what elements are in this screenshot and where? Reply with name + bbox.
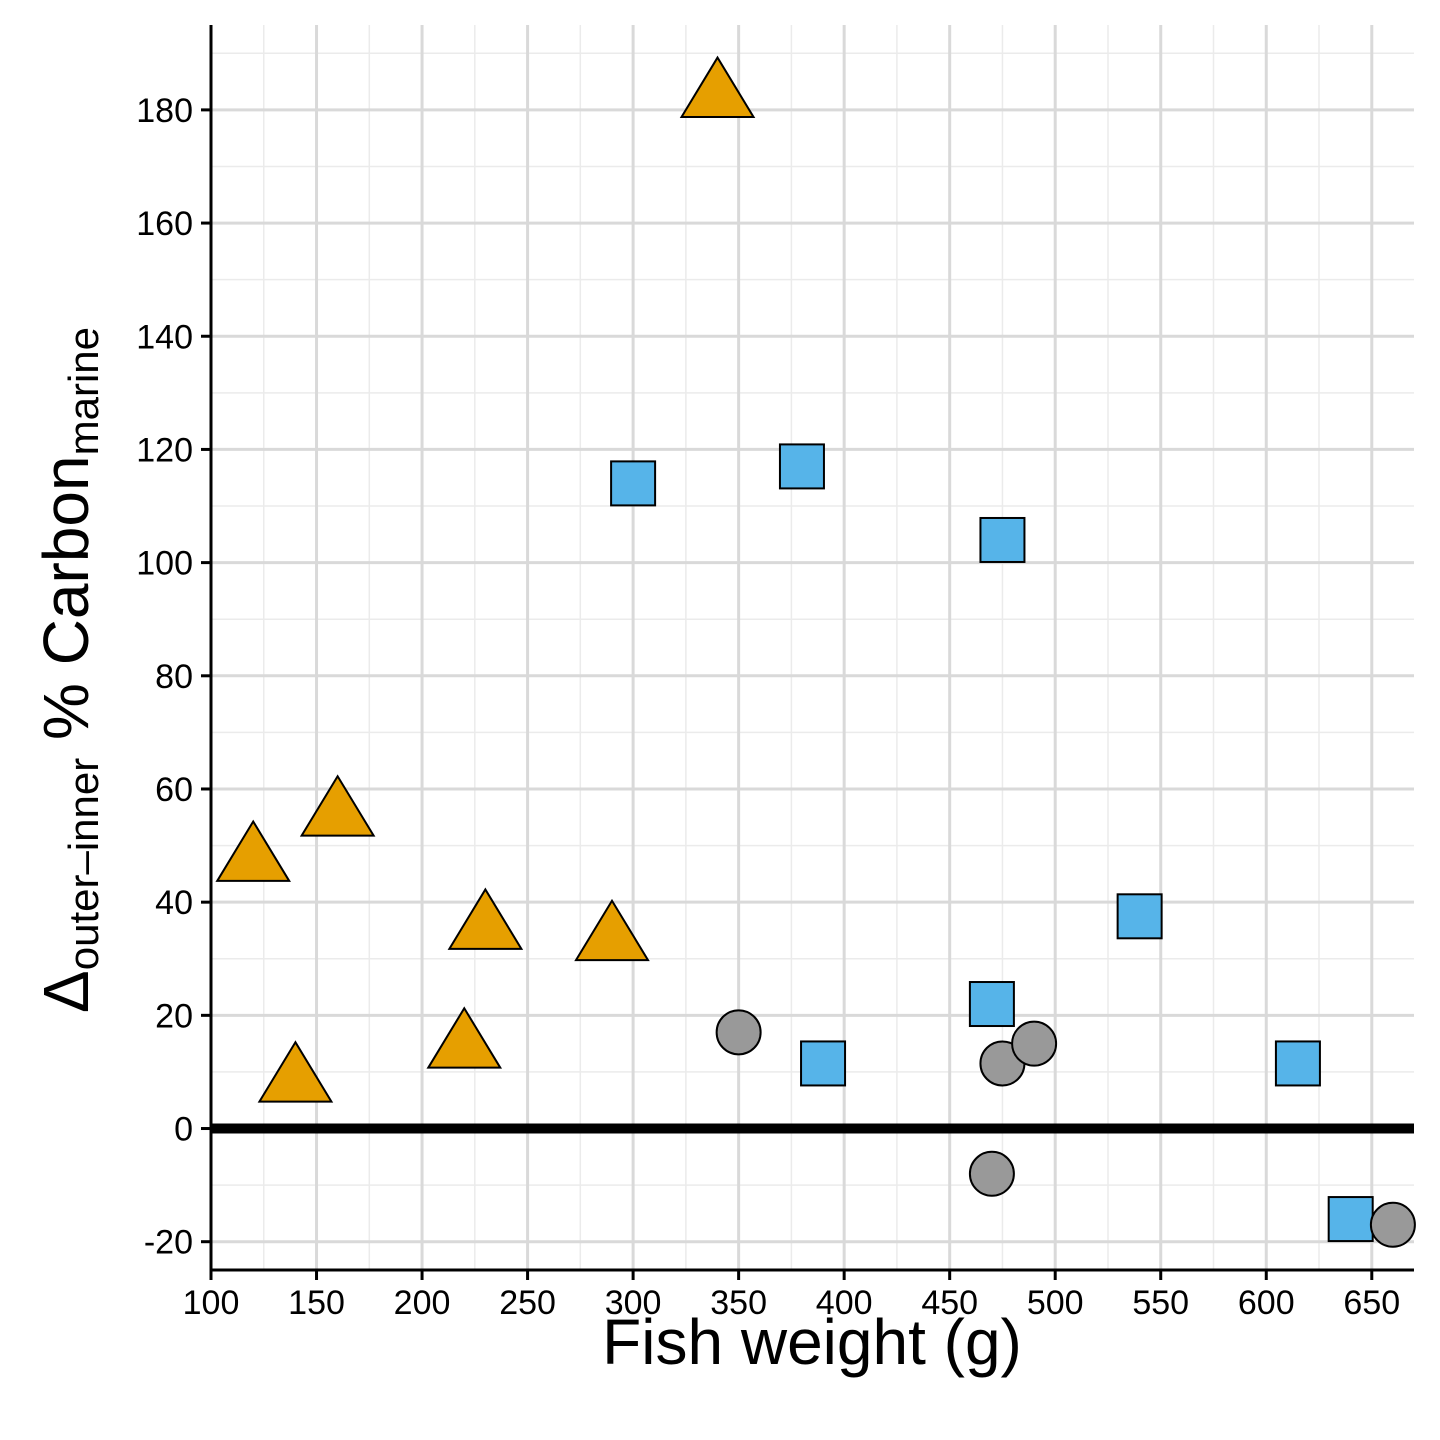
y-tick-label: 40 (155, 884, 193, 922)
triangle-point (215, 819, 291, 882)
y-axis-title-main: % Carbon (30, 455, 102, 757)
y-tick-label: 60 (155, 771, 193, 809)
circle-point (968, 1150, 1015, 1197)
square-point (1274, 1040, 1321, 1087)
triangle-point (426, 1006, 503, 1069)
data-points (215, 55, 1416, 1248)
y-tick-label: 140 (136, 318, 193, 356)
x-tick-label: 500 (1027, 1284, 1084, 1322)
x-tick-label: 650 (1343, 1284, 1400, 1322)
circle-point (1011, 1020, 1058, 1067)
y-tick-label: 0 (174, 1111, 193, 1149)
square-point (979, 516, 1026, 563)
square-point (778, 443, 825, 490)
square-point (968, 981, 1015, 1028)
x-tick-label: 350 (710, 1284, 767, 1322)
triangle-point (447, 887, 524, 950)
x-tick-label: 600 (1238, 1284, 1295, 1322)
y-axis-ticks: -20 0 20 40 60 80 100 120 140 160 180 (136, 92, 211, 1262)
y-axis-title: Δouter–inner % Carbonmarine (30, 327, 107, 1013)
y-tick-label: -20 (144, 1224, 193, 1262)
y-axis-title-delta: Δ (30, 970, 102, 1013)
circle-point (1369, 1201, 1416, 1248)
y-axis-title-sub2: marine (60, 327, 107, 455)
square-point (1116, 893, 1163, 940)
x-tick-label: 450 (921, 1284, 978, 1322)
y-axis-title-sub1: outer–inner (60, 758, 107, 970)
triangle-point (257, 1040, 334, 1103)
x-axis-title: Fish weight (g) (602, 1306, 1022, 1378)
x-tick-label: 200 (394, 1284, 451, 1322)
x-tick-label: 300 (605, 1284, 662, 1322)
y-tick-label: 100 (136, 545, 193, 583)
square-point (610, 460, 657, 507)
y-tick-label: 160 (136, 205, 193, 243)
y-tick-label: 120 (136, 431, 193, 469)
y-tick-label: 80 (155, 658, 193, 696)
x-axis-ticks: 100 150 200 250 300 350 400 450 500 550 600 650 (183, 1270, 1400, 1322)
triangle-point (299, 774, 376, 837)
x-tick-label: 100 (183, 1284, 240, 1322)
x-tick-label: 550 (1132, 1284, 1189, 1322)
x-tick-label: 400 (816, 1284, 873, 1322)
x-tick-label: 150 (288, 1284, 345, 1322)
y-tick-label: 180 (136, 92, 193, 130)
triangle-point (574, 898, 650, 962)
x-tick-label: 250 (499, 1284, 556, 1322)
circle-point (715, 1009, 762, 1056)
axes (209, 25, 1414, 1272)
square-point (1327, 1196, 1374, 1243)
square-point (800, 1040, 847, 1087)
triangle-point (679, 55, 756, 118)
y-tick-label: 20 (155, 997, 193, 1035)
